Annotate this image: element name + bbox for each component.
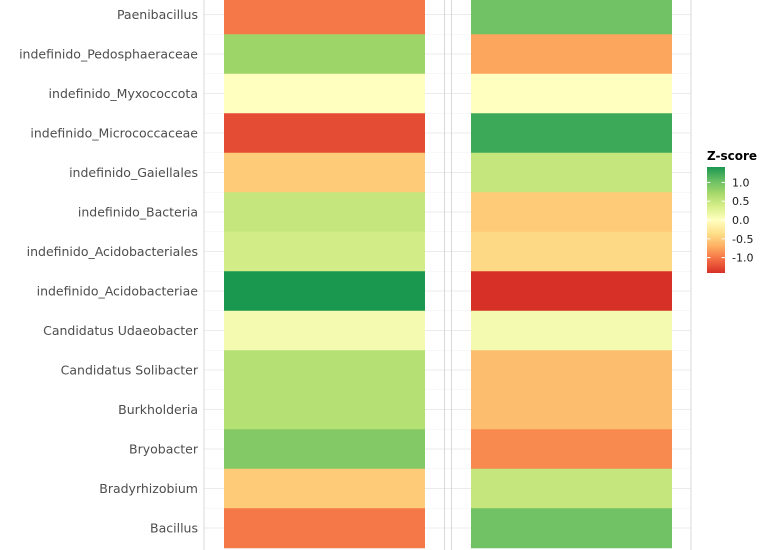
row-label: Candidatus Udaeobacter xyxy=(43,323,199,338)
heatmap-cell xyxy=(224,350,425,391)
legend-tick-label: -1.0 xyxy=(732,252,753,265)
row-labels: Paenibacillus indefinido_Pedosphaeraceaei… xyxy=(19,7,199,536)
heatmap-cell xyxy=(224,508,425,549)
row-label: indefinido_Acidobacteriae xyxy=(37,284,199,299)
heatmap-cell xyxy=(471,113,672,154)
row-label: Bryobacter xyxy=(129,442,199,457)
heatmap-cell xyxy=(471,73,672,114)
legend-colorbar xyxy=(707,167,725,273)
heatmap-cell xyxy=(471,429,672,470)
row-label: Burkholderia xyxy=(118,402,198,417)
heatmap-cells xyxy=(224,0,672,549)
row-label: Bacillus xyxy=(150,521,198,536)
heatmap-cell xyxy=(224,310,425,351)
heatmap-cell xyxy=(224,271,425,312)
heatmap-cell xyxy=(224,0,425,35)
heatmap-cell xyxy=(224,231,425,272)
legend-ticks: 1.0 0.5 0.0 -0.5 -1.0 xyxy=(707,176,753,265)
heatmap-cell xyxy=(471,508,672,549)
legend-tick-label: -0.5 xyxy=(732,233,753,246)
heatmap-cell xyxy=(224,468,425,509)
row-label: Paenibacillus xyxy=(117,7,198,22)
row-label: indefinido_Micrococcaceae xyxy=(30,126,198,141)
legend-tick-label: 1.0 xyxy=(732,176,750,189)
heatmap-cell xyxy=(224,113,425,154)
heatmap-cell xyxy=(471,468,672,509)
legend: Z-score 1.0 0.5 0.0 -0.5 -1.0 xyxy=(707,149,757,273)
row-label: indefinido_Bacteria xyxy=(78,205,198,220)
heatmap-cell xyxy=(471,271,672,312)
row-label: Candidatus Solibacter xyxy=(61,363,199,378)
heatmap-cell xyxy=(224,73,425,114)
heatmap-cell xyxy=(471,310,672,351)
heatmap-cell xyxy=(224,152,425,193)
heatmap-cell xyxy=(471,389,672,430)
heatmap-cell xyxy=(471,231,672,272)
heatmap-cell xyxy=(224,192,425,233)
row-label: Bradyrhizobium xyxy=(99,481,198,496)
heatmap-cell xyxy=(471,152,672,193)
row-label: indefinido_Myxococcota xyxy=(49,86,198,101)
row-label: indefinido_Pedosphaeraceae xyxy=(19,47,198,62)
heatmap-cell xyxy=(224,34,425,75)
legend-tick-label: 0.5 xyxy=(732,195,750,208)
heatmap-cell xyxy=(471,192,672,233)
legend-tick-label: 0.0 xyxy=(732,214,750,227)
row-label: indefinido_Gaiellales xyxy=(69,165,198,180)
legend-title: Z-score xyxy=(707,149,757,163)
heatmap-cell xyxy=(471,0,672,35)
heatmap-cell xyxy=(471,350,672,391)
row-label: indefinido_Acidobacteriales xyxy=(27,244,198,259)
heatmap-cell xyxy=(224,389,425,430)
heatmap-cell xyxy=(471,34,672,75)
heatmap-cell xyxy=(224,429,425,470)
